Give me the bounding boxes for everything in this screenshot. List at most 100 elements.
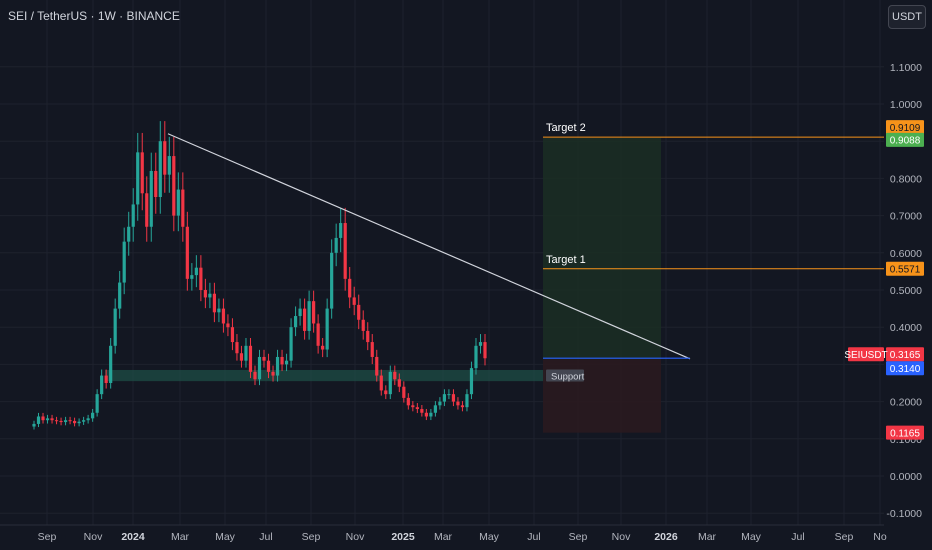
candle-body [77, 421, 81, 424]
candle-body [451, 394, 456, 402]
candle-body [478, 342, 483, 346]
candle-body [348, 278, 352, 298]
candle-body [72, 420, 77, 424]
candle-body [194, 267, 198, 276]
support-zone [105, 369, 545, 382]
candle-body [235, 342, 239, 354]
candle-body [36, 416, 41, 424]
candle-body [429, 412, 433, 417]
entry-price-tag-bg [886, 361, 924, 376]
time-tick-label: Jul [259, 531, 272, 543]
time-tick-label: Sep [302, 531, 321, 543]
candle-body [275, 356, 280, 376]
candle-body [212, 293, 216, 313]
candle-body [217, 308, 221, 313]
candle-body [86, 418, 90, 421]
time-tick-label: May [741, 531, 762, 543]
candle-body [127, 226, 131, 242]
candle-body [248, 345, 253, 372]
target1-label: Target 1 [546, 254, 586, 266]
candle-body [154, 170, 158, 197]
candle-body [271, 371, 275, 376]
candle-body [95, 394, 99, 413]
candle-body [366, 330, 370, 343]
price-tick-label: 0.2000 [890, 397, 922, 409]
symbol-tag-bg [848, 347, 884, 362]
candle-body [226, 323, 230, 328]
time-tick-label: Sep [38, 531, 57, 543]
position-zones [105, 137, 661, 433]
price-tick-label: 1.1000 [890, 62, 922, 74]
time-tick-label: Mar [171, 531, 190, 543]
candle-body [100, 375, 104, 395]
candle-body [352, 297, 356, 305]
candle-body [289, 327, 293, 361]
candle-body [253, 371, 257, 380]
price-tick-label: 0.6000 [890, 248, 922, 260]
candle-body [447, 394, 451, 396]
time-tick-label: No [873, 531, 887, 543]
time-axis[interactable]: Sep Nov 2024 Mar May Jul Sep Nov 2025 Mar May Jul Se… [0, 524, 887, 543]
candle-body [149, 170, 153, 227]
candle-body [424, 412, 428, 417]
chart-grid [0, 0, 884, 525]
candle-body [460, 405, 465, 408]
candle-body [474, 345, 478, 369]
drawing-overlays[interactable]: Target 2 Target 1 Support [167, 122, 884, 383]
time-tick-label: May [215, 531, 236, 543]
candle-body [239, 353, 244, 361]
candle-body [122, 241, 126, 283]
target2-label: Target 2 [546, 122, 586, 134]
candle-body [104, 375, 108, 383]
time-tick-label: Sep [569, 531, 588, 543]
candle-body [379, 375, 383, 391]
candle-body [136, 152, 140, 205]
candle-body [221, 308, 226, 324]
candle-body [63, 420, 68, 423]
target1-price-tag: 0.5571 [890, 265, 921, 276]
candle-body [343, 223, 347, 279]
time-tick-label: Nov [346, 531, 365, 543]
time-tick-label: Nov [612, 531, 631, 543]
candle-body [420, 409, 424, 413]
price-tick-label: 1.0000 [890, 99, 922, 111]
candle-body [442, 394, 447, 402]
price-tick-label: 0.7000 [890, 211, 922, 223]
candle-body [370, 342, 374, 357]
last-price-tag-bg [886, 347, 924, 362]
candle-body [244, 345, 248, 361]
support-label-bg [546, 369, 584, 382]
candle-body [402, 386, 406, 398]
time-tick-label: Jul [527, 531, 540, 543]
candle-body [266, 360, 271, 372]
candle-body [163, 141, 167, 175]
candle-body [199, 267, 203, 290]
price-tick-label: 0.8000 [890, 173, 922, 185]
candle-body [109, 345, 113, 383]
candle-body [465, 394, 469, 408]
candle-body [172, 156, 176, 216]
candle-body [140, 152, 144, 194]
candle-body [176, 189, 180, 216]
profit-zone [543, 137, 661, 360]
candle-body [208, 293, 212, 298]
candle-body [41, 416, 45, 421]
candle-body [190, 275, 194, 279]
candle-body [167, 156, 171, 175]
candle-body [433, 405, 437, 413]
candle-body [325, 308, 329, 350]
price-tick-label: 0.0000 [890, 471, 922, 483]
candle-body [334, 237, 338, 253]
entry-price-tag: 0.3140 [890, 364, 921, 375]
currency-button[interactable]: USDT [888, 5, 926, 29]
candle-body [303, 308, 307, 331]
symbol-tag: SEIUSDT [844, 350, 887, 361]
candle-body [203, 290, 207, 298]
last-price-tag: 0.3165 [890, 350, 921, 361]
support-label: Support [551, 372, 585, 383]
candle-body [388, 371, 392, 395]
candle-body [118, 282, 122, 309]
candle-body [339, 223, 343, 238]
candle-body [54, 420, 59, 422]
